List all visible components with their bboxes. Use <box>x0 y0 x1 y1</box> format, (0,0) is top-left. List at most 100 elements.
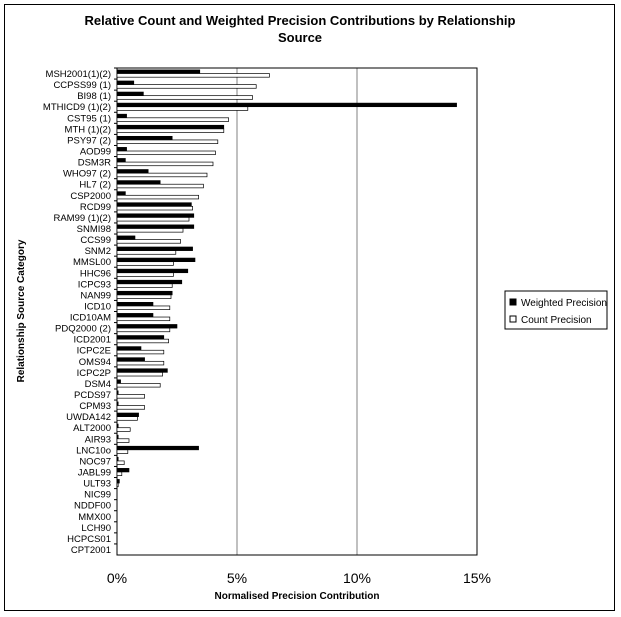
category-label-5: MTH (1)(2) <box>65 124 111 135</box>
x-tick-label-2: 10% <box>343 570 371 586</box>
bar-count-35 <box>116 460 125 465</box>
category-label-15: CCS99 <box>80 235 111 246</box>
bar-weighted-23 <box>116 324 178 329</box>
chart-title-line1: Relative Count and Weighted Precision Co… <box>85 13 516 28</box>
category-label-18: HHC96 <box>80 268 111 279</box>
bar-count-13 <box>116 217 190 222</box>
bar-count-14 <box>116 228 184 233</box>
bar-count-3 <box>116 106 249 111</box>
bar-count-36 <box>116 471 123 476</box>
bar-weighted-7 <box>116 147 127 152</box>
category-label-42: HCPCS01 <box>67 534 111 545</box>
bar-weighted-20 <box>116 290 173 296</box>
bar-weighted-22 <box>116 313 154 318</box>
x-tick-label-3: 15% <box>463 570 491 586</box>
category-label-39: NDDF00 <box>74 501 111 512</box>
bar-count-18 <box>116 272 174 277</box>
category-label-14: SNMI98 <box>77 224 111 235</box>
legend-label-weighted: Weighted Precision <box>521 298 607 309</box>
category-label-31: UWDA142 <box>66 412 111 423</box>
category-label-23: PDQ2000 (2) <box>55 324 111 335</box>
bars <box>114 67 457 545</box>
bar-count-27 <box>116 372 163 377</box>
bar-count-28 <box>116 383 161 388</box>
bar-weighted-28 <box>116 379 121 384</box>
bar-count-1 <box>116 84 257 89</box>
bar-count-21 <box>116 305 171 310</box>
bar-count-8 <box>116 161 214 167</box>
bar-weighted-25 <box>116 346 142 351</box>
bar-weighted-21 <box>116 302 154 307</box>
category-label-37: ULT93 <box>83 479 111 490</box>
bar-weighted-17 <box>116 257 196 262</box>
category-label-36: JABL99 <box>78 467 111 478</box>
bar-weighted-30 <box>116 401 119 406</box>
category-label-41: LCH90 <box>81 523 111 534</box>
x-tick-label-0: 0% <box>107 570 127 586</box>
bar-count-20 <box>116 294 172 299</box>
bar-weighted-26 <box>116 357 145 362</box>
bar-count-32 <box>116 427 131 432</box>
bar-count-22 <box>116 316 171 322</box>
bar-weighted-34 <box>116 445 199 451</box>
bar-weighted-8 <box>116 158 126 163</box>
category-label-29: PCDS97 <box>74 390 111 401</box>
bar-count-37 <box>116 482 119 488</box>
bar-count-26 <box>116 360 165 366</box>
category-label-43: CPT2001 <box>71 545 111 556</box>
category-label-38: NIC99 <box>84 490 111 501</box>
bar-weighted-5 <box>116 124 225 130</box>
category-label-33: AIR93 <box>85 434 111 445</box>
category-label-35: NOC97 <box>79 456 111 467</box>
bar-count-7 <box>116 150 216 156</box>
bar-weighted-14 <box>116 224 195 229</box>
category-label-6: PSY97 (2) <box>67 135 111 146</box>
bar-weighted-9 <box>116 169 149 174</box>
category-label-2: BI98 (1) <box>77 91 111 102</box>
category-label-19: ICPC93 <box>78 279 111 290</box>
category-label-3: MTHICD9 (1)(2) <box>43 102 111 113</box>
bar-weighted-18 <box>116 268 189 274</box>
category-label-1: CCPSS99 (1) <box>53 80 111 91</box>
legend-box <box>504 290 608 330</box>
bar-count-24 <box>116 338 169 344</box>
legend: Weighted Precision Count Precision <box>504 290 608 330</box>
category-label-27: ICPC2P <box>77 368 111 379</box>
category-label-34: LNC10o <box>76 445 111 456</box>
bar-weighted-10 <box>116 180 161 185</box>
bar-weighted-33 <box>116 434 119 440</box>
category-label-30: CPM93 <box>79 401 111 412</box>
bar-count-5 <box>116 128 225 133</box>
category-label-24: ICD2001 <box>74 335 112 346</box>
bar-count-23 <box>116 327 171 333</box>
bar-count-4 <box>116 117 229 122</box>
x-axis-title: Normalised Precision Contribution <box>214 591 379 602</box>
bar-weighted-3 <box>116 102 457 108</box>
category-label-40: MMX00 <box>78 512 111 523</box>
bar-count-19 <box>116 283 173 288</box>
category-label-22: ICD10AM <box>70 313 111 324</box>
bar-weighted-11 <box>116 191 126 196</box>
bar-count-17 <box>116 261 174 266</box>
bar-weighted-31 <box>116 412 139 417</box>
bar-count-33 <box>116 438 130 443</box>
category-labels: MSH2001(1)(2)CCPSS99 (1)BI98 (1)MTHICD9 … <box>43 69 111 556</box>
category-label-12: RCD99 <box>80 202 111 213</box>
bar-weighted-16 <box>116 246 193 251</box>
bar-count-34 <box>116 449 129 454</box>
category-label-16: SNM2 <box>85 246 111 257</box>
bar-count-11 <box>116 194 199 200</box>
bar-count-16 <box>116 250 177 255</box>
category-label-9: WHO97 (2) <box>63 169 111 180</box>
category-label-26: OMS94 <box>79 357 111 368</box>
bar-weighted-24 <box>116 335 165 340</box>
bar-weighted-19 <box>116 279 183 285</box>
category-label-17: MMSL00 <box>73 257 111 268</box>
bar-weighted-2 <box>116 91 144 96</box>
bar-weighted-0 <box>116 69 201 74</box>
category-label-0: MSH2001(1)(2) <box>46 69 111 80</box>
gridlines <box>236 68 358 555</box>
category-label-21: ICD10 <box>84 301 111 312</box>
category-label-25: ICPC2E <box>77 346 111 357</box>
bar-count-15 <box>116 239 181 244</box>
